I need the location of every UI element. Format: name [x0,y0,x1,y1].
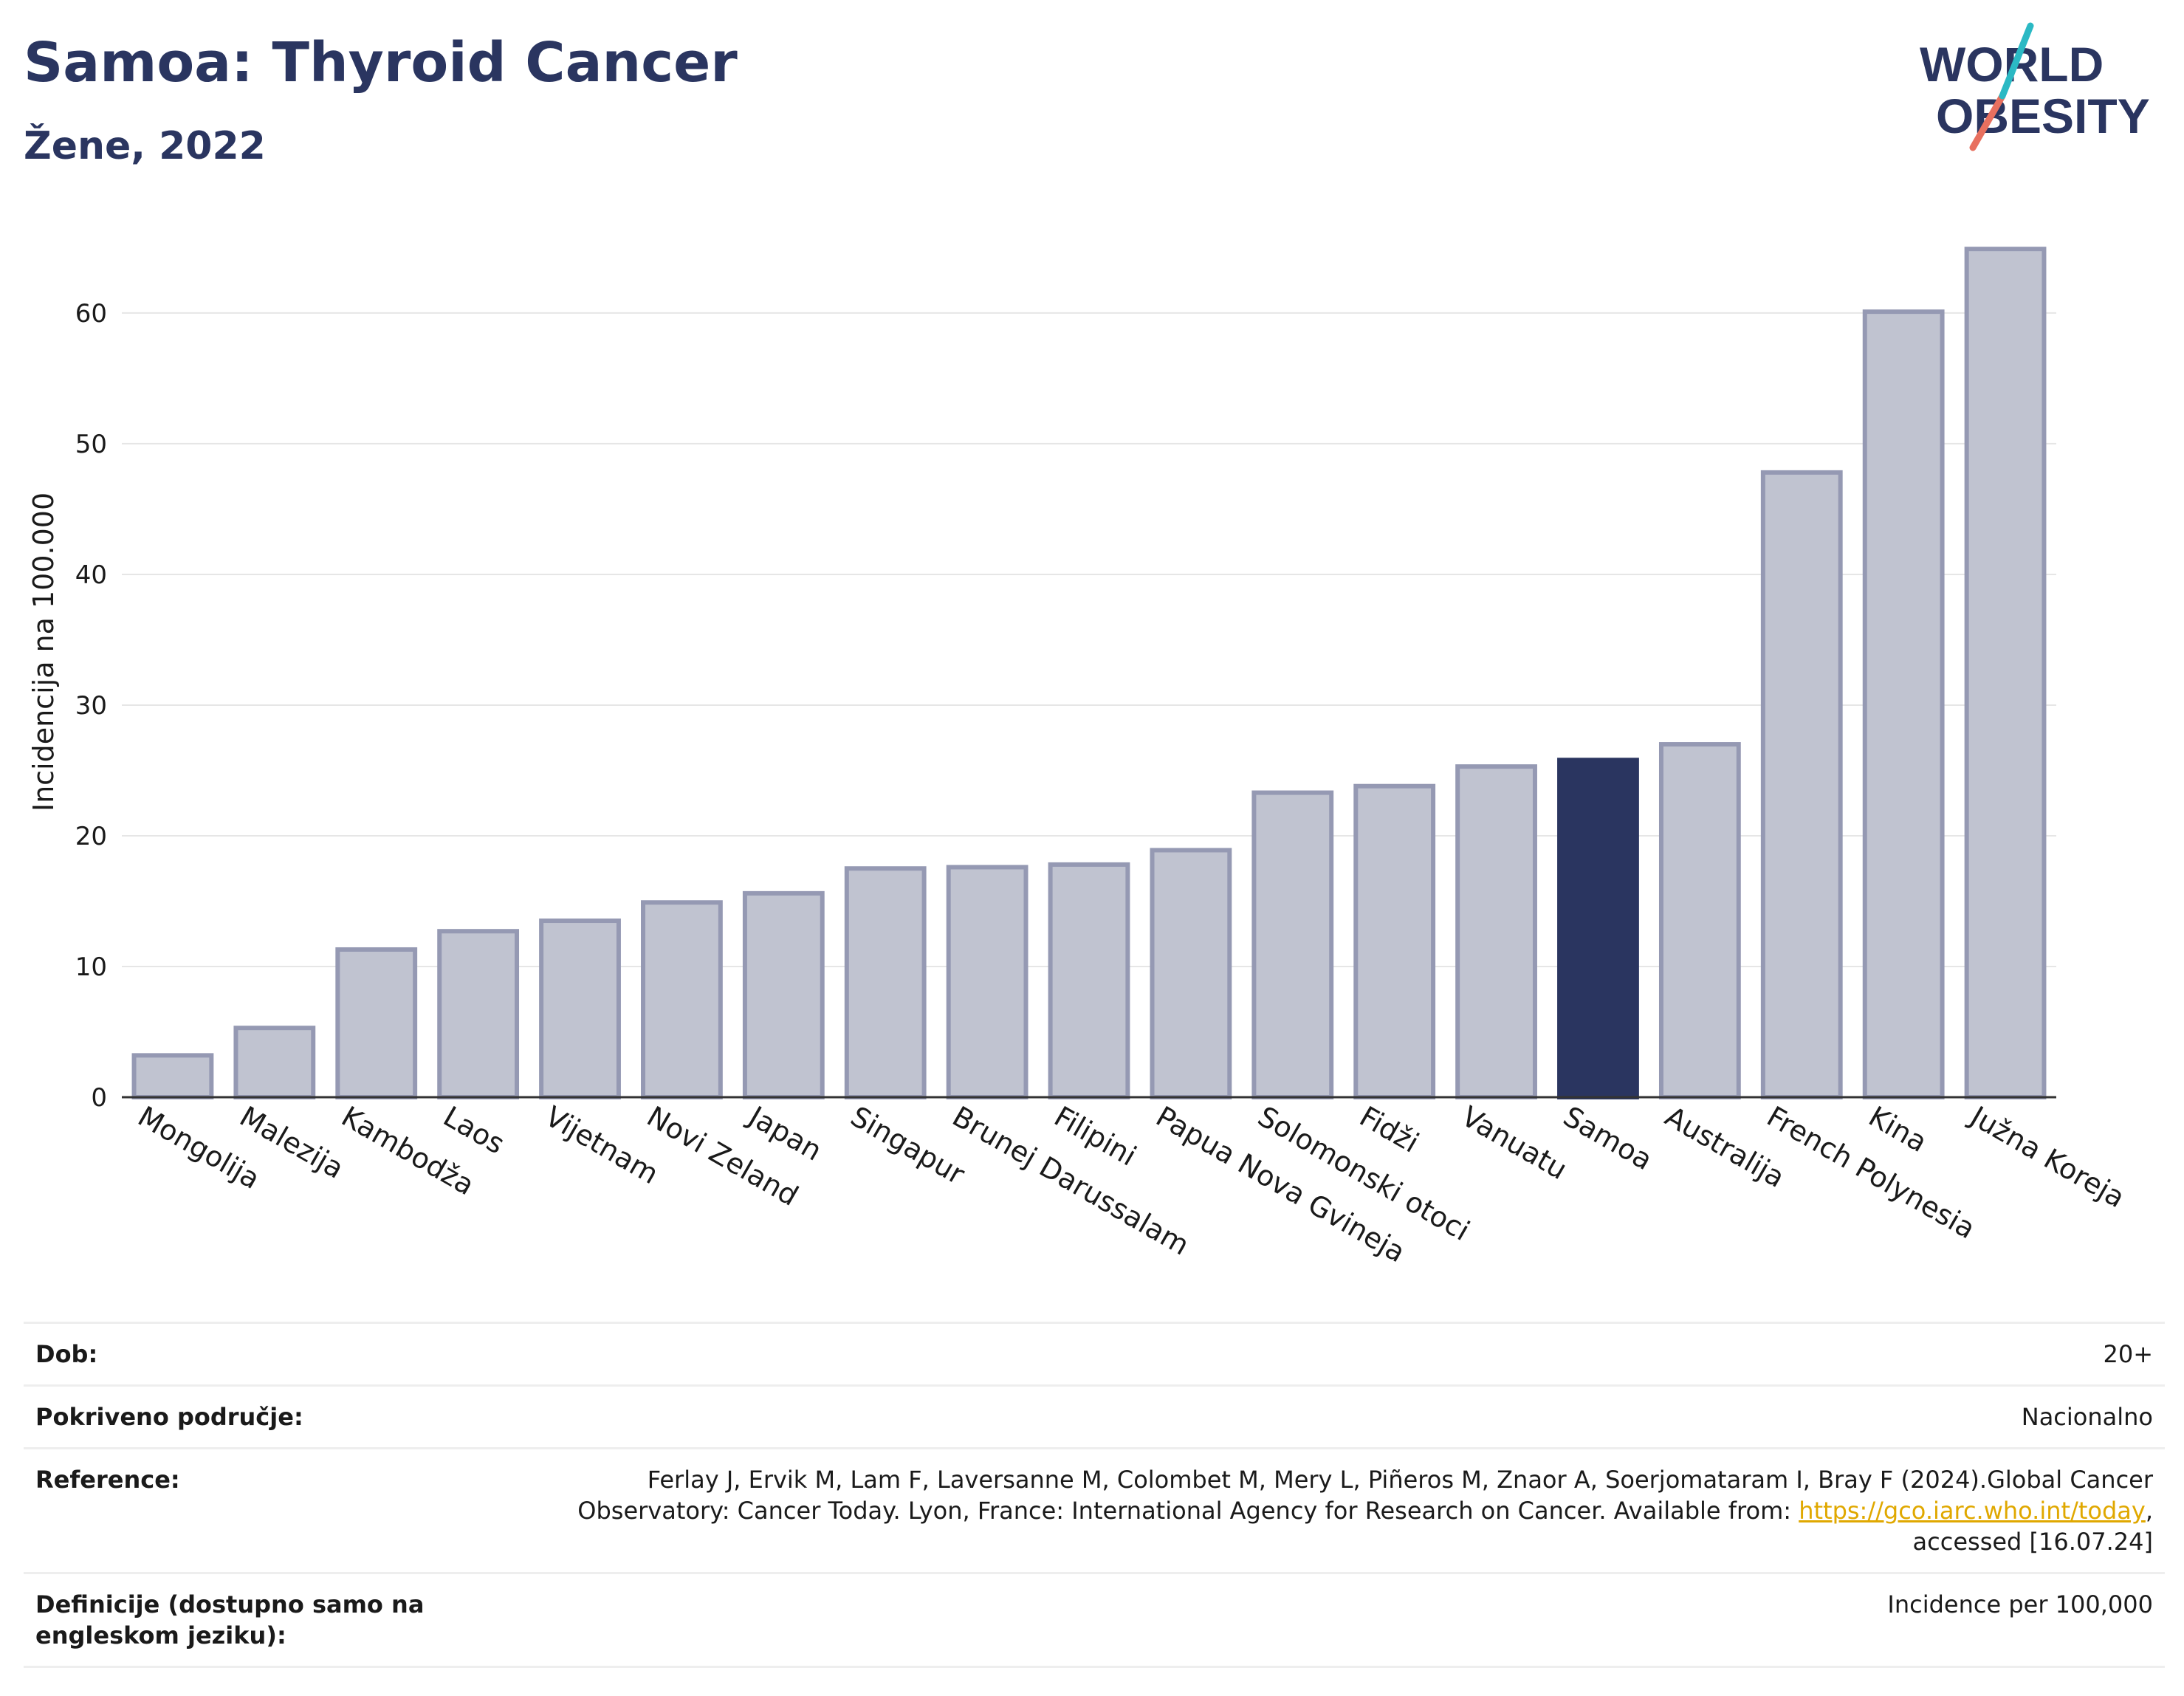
bar [946,865,1029,1099]
meta-key-reference: Reference: [35,1466,180,1494]
reference-link[interactable]: https://gco.iarc.who.int/today [1799,1497,2146,1525]
meta-key-coverage: Pokriveno područje: [35,1403,303,1431]
y-tick-label: 50 [75,430,107,459]
x-tick-label: Vijetnam [540,1100,664,1191]
reference-line-2-text: Observatory: Cancer Today. Lyon, France:… [577,1497,1799,1525]
x-tick-label: Fidži [1354,1100,1424,1159]
bar [233,1026,316,1100]
bar [1455,764,1537,1099]
reference-line-2: Observatory: Cancer Today. Lyon, France:… [566,1495,2153,1526]
bar [1048,862,1130,1100]
x-tick-label: Samoa [1558,1100,1658,1177]
x-tick-label: Vanuatu [1456,1100,1573,1186]
y-tick-label: 10 [75,952,107,982]
bar [131,1053,214,1099]
bar [539,919,621,1100]
logo-line-2: OBESITY [1936,89,2150,143]
x-tick-label: Kina [1864,1100,1933,1159]
reference-line-3: accessed [16.07.24] [1912,1528,2153,1556]
logo-slash-red [1969,92,2006,151]
meta-value-reference: Ferlay J, Ervik M, Lam F, Laversanne M, … [566,1464,2153,1557]
x-tick-label: Laos [438,1100,510,1161]
y-tick-label: 40 [75,560,107,590]
bar [1760,470,1843,1099]
bar [1251,790,1334,1099]
logo-slash-teal [1999,22,2034,100]
world-obesity-logo: WORLD OBESITY [1920,22,2171,159]
chart-subtitle: Žene, 2022 [24,124,266,168]
bar [1862,309,1945,1100]
bar [1557,758,1639,1100]
meta-value-coverage: Nacionalno [2021,1403,2153,1431]
bar [742,890,825,1099]
reference-line-1: Ferlay J, Ervik M, Lam F, Laversanne M, … [647,1466,2153,1494]
meta-row-age: Dob: 20+ [24,1324,2165,1387]
x-tick-label: Južna Koreja [1964,1099,2131,1215]
metadata-table: Dob: 20+ Pokriveno područje: Nacionalno … [24,1322,2165,1668]
y-axis-label: Incidencija na 100.000 [27,492,60,811]
bar [335,947,418,1100]
meta-row-reference: Reference: Ferlay J, Ervik M, Lam F, Lav… [24,1449,2165,1574]
bar [1150,848,1232,1099]
chart-title: Samoa: Thyroid Cancer [24,31,738,95]
y-tick-label: 0 [91,1083,107,1113]
meta-value-age: 20+ [2103,1340,2153,1368]
reference-line-2-comma: , [2145,1497,2153,1525]
meta-key-age: Dob: [35,1340,98,1368]
bar [437,929,520,1099]
y-tick-label: 30 [75,691,107,721]
meta-key-definitions: Definicije (dostupno samo na engleskom j… [35,1590,425,1649]
meta-row-coverage: Pokriveno područje: Nacionalno [24,1387,2165,1449]
bar [1658,742,1741,1099]
x-tick-label: Singapur [845,1100,971,1191]
bar [844,866,927,1099]
meta-value-definitions: Incidence per 100,000 [1887,1590,2153,1618]
bar [1964,247,2047,1100]
y-tick-label: 20 [75,822,107,851]
meta-row-definitions: Definicije (dostupno samo na engleskom j… [24,1574,2165,1668]
bar [641,900,723,1100]
y-tick-label: 60 [75,299,107,329]
bar [1353,783,1436,1099]
